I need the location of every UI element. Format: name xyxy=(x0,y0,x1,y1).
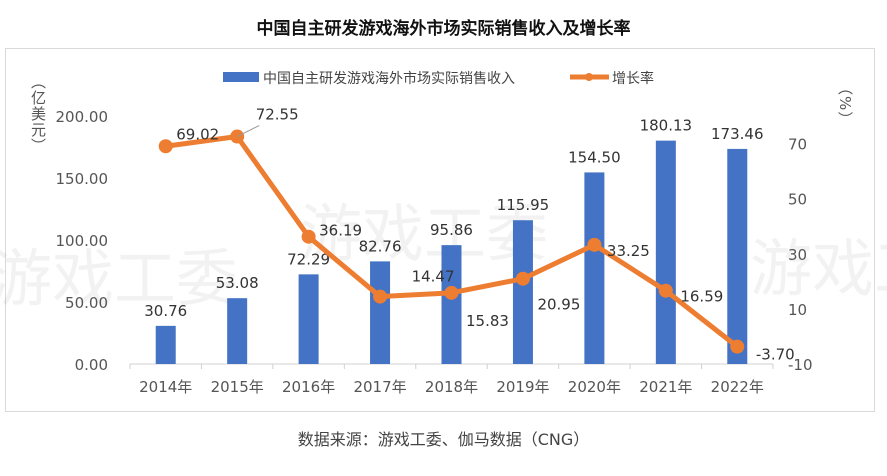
y-right-axis-title: （%） xyxy=(836,80,854,128)
line-data-label: 33.25 xyxy=(607,242,650,260)
line-data-label: 72.55 xyxy=(256,106,299,124)
bar-data-label: 30.76 xyxy=(144,302,187,320)
bar-2019年 xyxy=(512,220,533,364)
y-left-axis-title: （亿美元） xyxy=(29,74,47,154)
growth-rate-point-2021年 xyxy=(658,283,673,298)
y-left-tick-label: 200.00 xyxy=(56,108,109,126)
bar-data-label: 154.50 xyxy=(568,148,621,166)
source-note: 数据来源：游戏工委、伽马数据（CNG） xyxy=(297,430,590,449)
growth-rate-point-2018年 xyxy=(444,285,459,300)
line-data-label: 20.95 xyxy=(537,296,580,314)
growth-rate-point-2014年 xyxy=(158,139,173,154)
bar-2015年 xyxy=(227,298,248,364)
bar-2021年 xyxy=(655,140,676,364)
y-right-tick-label: 30 xyxy=(788,246,807,264)
y-right-tick-label: 10 xyxy=(788,301,807,319)
bar-data-label: 180.13 xyxy=(640,117,693,135)
line-data-label: 16.59 xyxy=(680,288,723,306)
x-tick-label: 2014年 xyxy=(139,378,192,396)
bar-data-label: 72.29 xyxy=(287,250,330,268)
legend-line-marker xyxy=(585,73,593,81)
y-left-tick-label: 50.00 xyxy=(65,294,108,312)
x-tick-label: 2015年 xyxy=(211,378,264,396)
y-left-tick-label: 100.00 xyxy=(56,232,109,250)
bar-2020年 xyxy=(584,172,605,364)
bar-2014年 xyxy=(155,325,176,364)
line-data-label: -3.70 xyxy=(756,346,795,364)
line-data-label: 36.19 xyxy=(319,222,362,240)
bar-data-label: 82.76 xyxy=(359,237,402,255)
bar-2016年 xyxy=(298,274,319,364)
line-data-label: 14.47 xyxy=(412,268,455,286)
bar-data-label: 115.95 xyxy=(497,196,550,214)
bar-data-label: 53.08 xyxy=(216,274,259,292)
x-tick-label: 2018年 xyxy=(425,378,478,396)
chart-title: 中国自主研发游戏海外市场实际销售收入及增长率 xyxy=(256,19,631,39)
y-right-tick-label: 70 xyxy=(788,136,807,154)
bar-2018年 xyxy=(441,245,462,364)
growth-rate-point-2017年 xyxy=(373,289,388,304)
x-tick-label: 2022年 xyxy=(711,378,764,396)
legend-bar-swatch xyxy=(223,72,259,82)
leader-line xyxy=(236,125,260,137)
x-tick-label: 2019年 xyxy=(496,378,549,396)
x-tick-label: 2021年 xyxy=(639,378,692,396)
x-tick-label: 2016年 xyxy=(282,378,335,396)
legend-bar-label: 中国自主研发游戏海外市场实际销售收入 xyxy=(263,70,515,87)
growth-rate-point-2020年 xyxy=(587,237,602,252)
y-left-tick-label: 150.00 xyxy=(56,170,109,188)
watermark: 游戏工委 xyxy=(0,242,238,315)
bar-data-label: 95.86 xyxy=(430,221,473,239)
x-tick-label: 2020年 xyxy=(568,378,621,396)
bar-2017年 xyxy=(370,261,391,364)
line-data-label: 69.02 xyxy=(176,125,219,143)
growth-rate-point-2016年 xyxy=(301,229,316,244)
bar-data-label: 173.46 xyxy=(711,125,764,143)
legend-line-label: 增长率 xyxy=(612,70,654,87)
y-right-tick-label: -10 xyxy=(788,356,813,374)
x-tick-label: 2017年 xyxy=(353,378,406,396)
chart-frame xyxy=(5,48,875,412)
growth-rate-point-2022年 xyxy=(730,339,745,354)
bar-2022年 xyxy=(727,148,748,364)
y-right-tick-label: 50 xyxy=(788,191,807,209)
growth-rate-point-2019年 xyxy=(515,271,530,286)
line-data-label: 15.83 xyxy=(466,312,509,330)
y-left-tick-label: 0.00 xyxy=(75,356,108,374)
watermark: 游戏工委 xyxy=(300,197,548,270)
watermark: 游戏工委 xyxy=(750,232,887,305)
